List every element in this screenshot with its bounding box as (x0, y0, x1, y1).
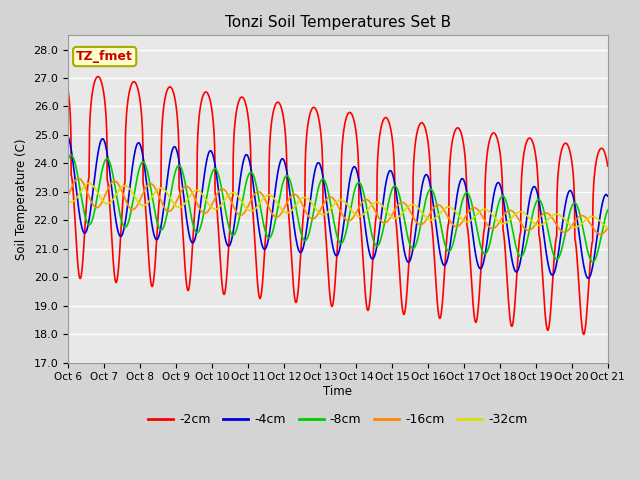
-2cm (400, 312, 408, 317)
-2cm (604, 163, 612, 169)
-2cm (580, 332, 588, 337)
X-axis label: Time: Time (323, 385, 353, 398)
Line: -4cm: -4cm (68, 137, 608, 278)
-16cm (553, 222, 561, 228)
-16cm (400, 200, 408, 206)
-32cm (604, 225, 611, 231)
-32cm (390, 215, 398, 221)
-32cm (85, 180, 93, 186)
-8cm (180, 174, 188, 180)
Line: -16cm: -16cm (68, 179, 608, 234)
-8cm (67, 152, 75, 158)
-8cm (553, 256, 561, 262)
-16cm (180, 185, 188, 191)
-2cm (180, 247, 188, 252)
-8cm (604, 207, 611, 213)
-16cm (215, 188, 223, 194)
-16cm (604, 225, 612, 231)
-32cm (215, 204, 223, 210)
-4cm (64, 134, 72, 140)
-4cm (400, 245, 408, 251)
-16cm (604, 226, 611, 231)
-4cm (215, 190, 223, 195)
-32cm (400, 208, 408, 214)
-2cm (64, 88, 72, 94)
-2cm (390, 169, 398, 175)
Y-axis label: Soil Temperature (C): Soil Temperature (C) (15, 138, 28, 260)
-4cm (604, 192, 611, 198)
Title: Tonzi Soil Temperatures Set B: Tonzi Soil Temperatures Set B (225, 15, 451, 30)
-4cm (390, 179, 398, 184)
-16cm (75, 176, 83, 181)
-32cm (180, 202, 188, 207)
-16cm (64, 192, 72, 198)
-8cm (589, 259, 596, 265)
-2cm (94, 74, 102, 80)
-2cm (553, 234, 561, 240)
-8cm (400, 215, 408, 221)
-4cm (604, 193, 612, 199)
-2cm (215, 236, 223, 242)
Line: -2cm: -2cm (68, 77, 608, 335)
-8cm (215, 174, 223, 180)
-8cm (604, 207, 612, 213)
Legend: -2cm, -4cm, -8cm, -16cm, -32cm: -2cm, -4cm, -8cm, -16cm, -32cm (143, 408, 532, 431)
-8cm (64, 156, 72, 162)
-2cm (604, 162, 611, 168)
-4cm (180, 193, 188, 199)
-8cm (390, 183, 398, 189)
-32cm (64, 198, 72, 204)
Text: TZ_fmet: TZ_fmet (76, 50, 133, 63)
-16cm (596, 231, 604, 237)
-32cm (604, 225, 612, 231)
-16cm (390, 207, 398, 213)
-32cm (553, 211, 561, 217)
-4cm (584, 276, 592, 281)
Line: -8cm: -8cm (68, 155, 608, 262)
-4cm (552, 262, 560, 267)
Line: -32cm: -32cm (68, 183, 608, 228)
